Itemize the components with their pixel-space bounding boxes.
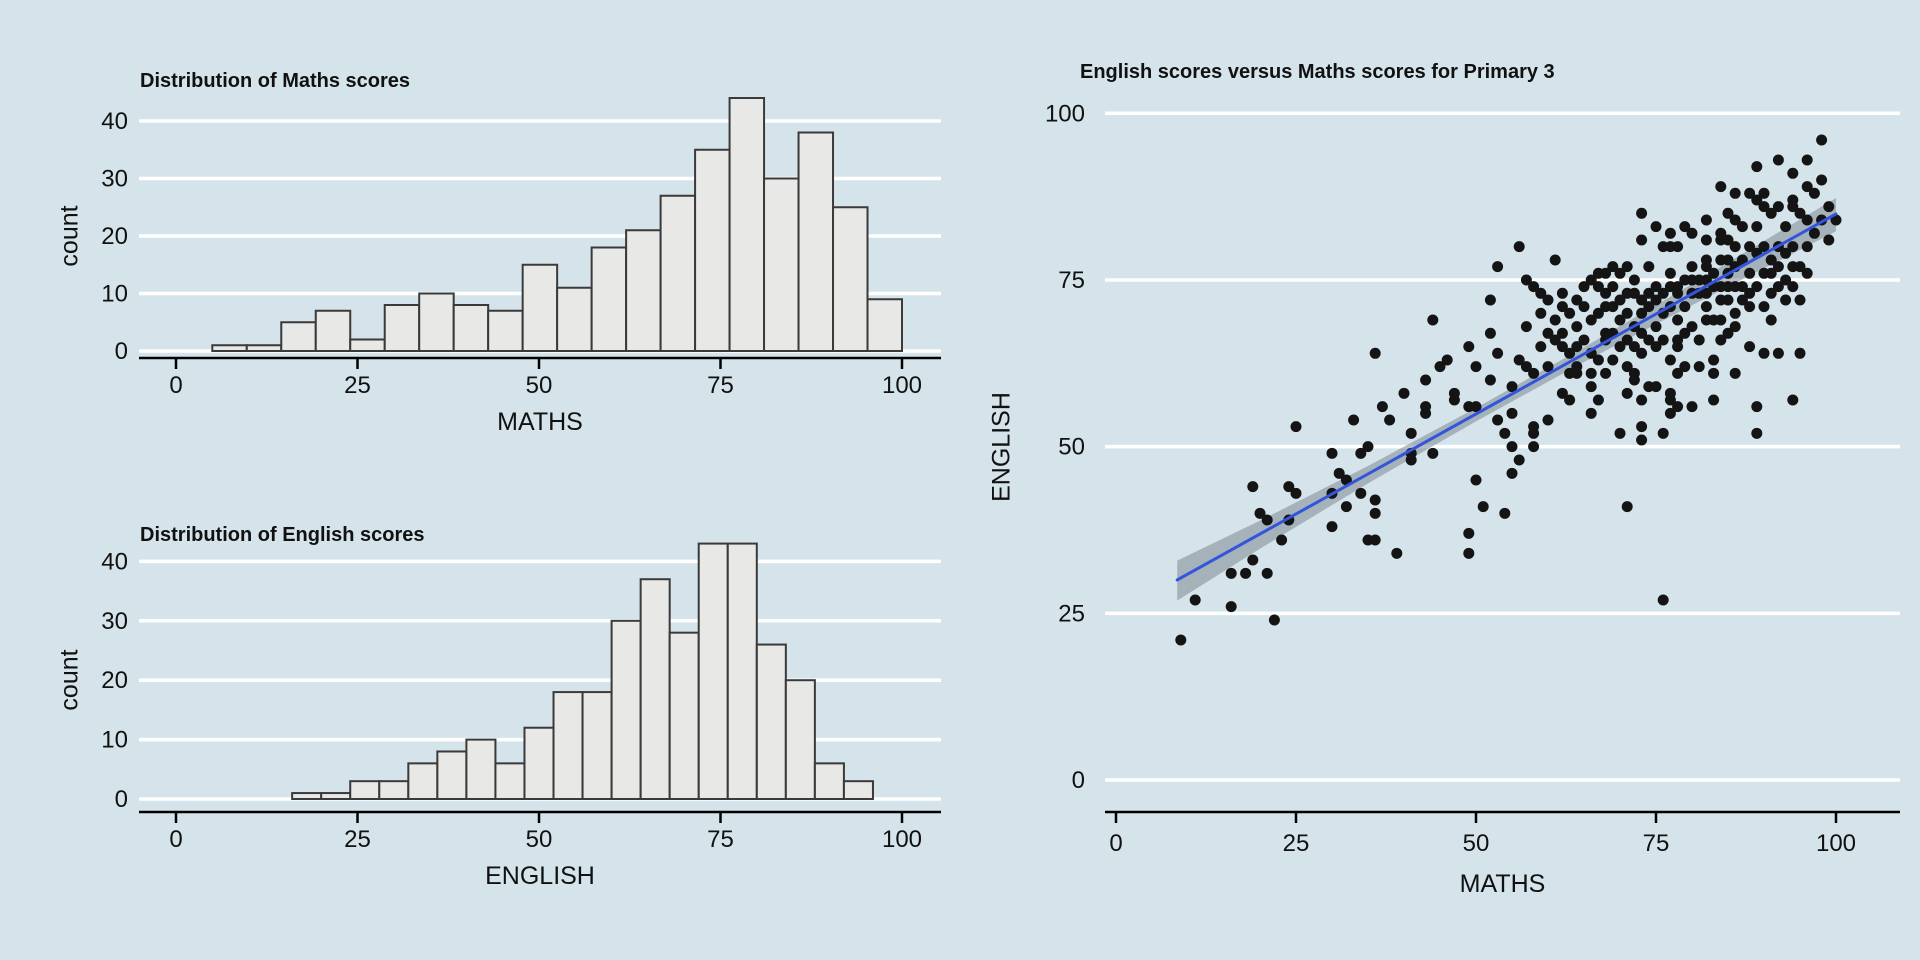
svg-text:0: 0 bbox=[115, 338, 128, 365]
svg-text:0: 0 bbox=[169, 372, 182, 399]
svg-text:20: 20 bbox=[101, 667, 128, 694]
svg-text:100: 100 bbox=[882, 372, 922, 399]
scatter-yaxis-label: ENGLISH bbox=[987, 392, 1016, 502]
svg-text:75: 75 bbox=[1643, 830, 1670, 857]
svg-text:10: 10 bbox=[101, 281, 128, 308]
maths-hist-title: Distribution of Maths scores bbox=[140, 70, 411, 92]
svg-text:0: 0 bbox=[115, 786, 128, 813]
maths-hist-xaxis-label: MATHS bbox=[497, 408, 583, 436]
svg-text:100: 100 bbox=[882, 826, 922, 853]
scatter-title: English scores versus Maths scores for P… bbox=[1080, 61, 1555, 83]
svg-text:25: 25 bbox=[1283, 830, 1310, 857]
svg-text:50: 50 bbox=[526, 372, 553, 399]
svg-text:0: 0 bbox=[1072, 767, 1085, 794]
english-hist-yaxis-label: count bbox=[55, 649, 84, 711]
svg-text:30: 30 bbox=[101, 166, 128, 193]
svg-text:75: 75 bbox=[1058, 267, 1085, 294]
svg-text:40: 40 bbox=[101, 548, 128, 575]
svg-text:30: 30 bbox=[101, 608, 128, 635]
svg-text:20: 20 bbox=[101, 223, 128, 250]
english-hist-title: Distribution of English scores bbox=[140, 524, 425, 546]
svg-text:100: 100 bbox=[1816, 830, 1856, 857]
svg-text:0: 0 bbox=[169, 826, 182, 853]
svg-text:75: 75 bbox=[707, 372, 734, 399]
maths-hist-yaxis-label: count bbox=[55, 205, 84, 267]
svg-text:40: 40 bbox=[101, 108, 128, 135]
svg-text:50: 50 bbox=[1463, 830, 1490, 857]
svg-text:50: 50 bbox=[526, 826, 553, 853]
svg-text:25: 25 bbox=[1058, 600, 1085, 627]
svg-text:25: 25 bbox=[344, 826, 371, 853]
scatter-xaxis-label: MATHS bbox=[1459, 870, 1546, 898]
svg-text:100: 100 bbox=[1045, 100, 1085, 127]
english-hist-xaxis-label: ENGLISH bbox=[485, 862, 595, 890]
svg-text:0: 0 bbox=[1109, 830, 1122, 857]
svg-text:50: 50 bbox=[1058, 434, 1085, 461]
svg-text:75: 75 bbox=[707, 826, 734, 853]
svg-text:25: 25 bbox=[344, 372, 371, 399]
svg-text:10: 10 bbox=[101, 727, 128, 754]
